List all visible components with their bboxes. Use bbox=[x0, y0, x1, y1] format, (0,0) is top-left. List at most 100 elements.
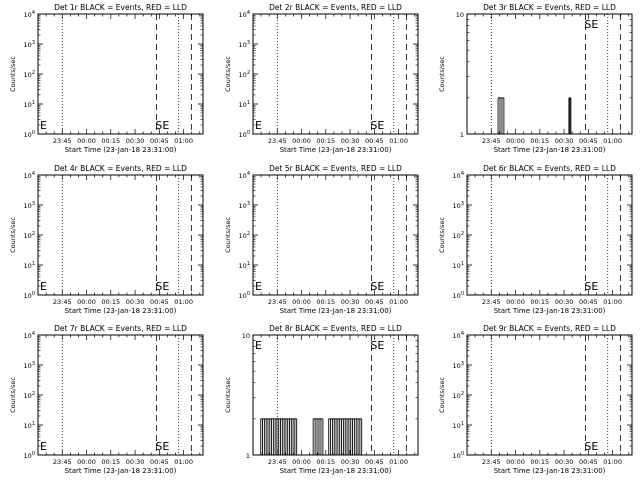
y-tick-label: 102 bbox=[24, 391, 35, 400]
x-tick-label: 23:45 bbox=[482, 458, 501, 466]
e-marker: E bbox=[377, 119, 384, 132]
plot-frame bbox=[37, 334, 204, 456]
x-tick-label: 23:45 bbox=[53, 298, 72, 306]
y-axis-label: Counts/sec bbox=[9, 377, 17, 413]
x-tick-label: 00:15 bbox=[101, 298, 120, 306]
e-marker-left: E bbox=[40, 119, 47, 132]
x-tick-label: 01:00 bbox=[389, 298, 408, 306]
s-marker: S bbox=[370, 119, 377, 132]
x-tick-label: 00:00 bbox=[77, 298, 96, 306]
panel-title: Det 9r BLACK = Events, RED = LLD bbox=[483, 324, 616, 333]
panel-7: Det 7r BLACK = Events, RED = LLD 100 101 10… bbox=[9, 324, 204, 475]
y-tick-label: 10 bbox=[456, 11, 464, 19]
x-tick-label: 01:00 bbox=[603, 298, 622, 306]
y-axis-label: Counts/sec bbox=[224, 217, 232, 253]
y-tick-label: 100 bbox=[239, 130, 250, 139]
plot-frame bbox=[252, 13, 419, 135]
x-tick-label: 00:15 bbox=[101, 137, 120, 145]
y-tick-label: 102 bbox=[239, 70, 250, 79]
e-marker: E bbox=[162, 440, 169, 453]
x-tick-label: 23:45 bbox=[268, 137, 287, 145]
e-marker-left: E bbox=[255, 119, 262, 132]
e-marker: E bbox=[591, 280, 598, 293]
panel-title: Det 8r BLACK = Events, RED = LLD bbox=[269, 324, 402, 333]
x-tick-label: 00:30 bbox=[126, 298, 145, 306]
y-tick-label: 100 bbox=[453, 451, 464, 460]
s-marker: S bbox=[155, 440, 162, 453]
x-tick-label: 00:30 bbox=[341, 458, 360, 466]
x-tick-label: 00:00 bbox=[506, 458, 525, 466]
y-tick-label: 101 bbox=[24, 261, 35, 270]
x-axis-label: Start Time (23-Jan-18 23:31:00) bbox=[280, 307, 392, 315]
y-tick-label: 10 bbox=[242, 332, 250, 340]
x-axis-label: Start Time (23-Jan-18 23:31:00) bbox=[65, 146, 177, 154]
panel-3: Det 3r BLACK = Events, RED = LLD 1 10 Count… bbox=[438, 3, 633, 154]
x-tick-label: 01:00 bbox=[389, 458, 408, 466]
x-tick-label: 23:45 bbox=[482, 137, 501, 145]
x-tick-label: 23:45 bbox=[482, 298, 501, 306]
plot-frame bbox=[466, 334, 633, 456]
y-tick-label: 104 bbox=[24, 331, 35, 340]
x-tick-label: 00:00 bbox=[292, 298, 311, 306]
x-tick-label: 23:45 bbox=[53, 458, 72, 466]
e-marker-left: E bbox=[255, 280, 262, 293]
y-tick-label: 101 bbox=[24, 100, 35, 109]
y-tick-label: 103 bbox=[24, 40, 35, 49]
y-axis-label: Counts/sec bbox=[438, 377, 446, 413]
e-marker-left: E bbox=[40, 440, 47, 453]
y-tick-label: 104 bbox=[24, 171, 35, 180]
x-tick-label: 01:00 bbox=[174, 298, 193, 306]
panel-title: Det 4r BLACK = Events, RED = LLD bbox=[54, 164, 187, 173]
y-tick-label: 1 bbox=[460, 131, 464, 139]
y-tick-label: 104 bbox=[453, 171, 464, 180]
e-marker: E bbox=[377, 280, 384, 293]
y-tick-label: 102 bbox=[453, 391, 464, 400]
s-marker: S bbox=[584, 18, 591, 31]
e-marker: E bbox=[162, 280, 169, 293]
panel-5: Det 5r BLACK = Events, RED = LLD 100 101 10… bbox=[224, 164, 419, 315]
x-tick-label: 01:00 bbox=[174, 137, 193, 145]
e-marker: E bbox=[591, 18, 598, 31]
y-tick-label: 102 bbox=[24, 70, 35, 79]
y-tick-label: 101 bbox=[453, 261, 464, 270]
x-tick-label: 23:45 bbox=[53, 137, 72, 145]
y-axis-label: Counts/sec bbox=[9, 217, 17, 253]
x-tick-label: 00:15 bbox=[101, 458, 120, 466]
x-tick-label: 00:15 bbox=[316, 137, 335, 145]
x-tick-label: 00:45 bbox=[579, 298, 598, 306]
y-tick-label: 103 bbox=[239, 201, 250, 210]
panel-title: Det 6r BLACK = Events, RED = LLD bbox=[483, 164, 616, 173]
y-tick-label: 100 bbox=[24, 130, 35, 139]
x-tick-label: 00:30 bbox=[341, 298, 360, 306]
panel-title: Det 1r BLACK = Events, RED = LLD bbox=[54, 3, 187, 12]
x-axis-label: Start Time (23-Jan-18 23:31:00) bbox=[65, 307, 177, 315]
x-tick-label: 00:45 bbox=[150, 298, 169, 306]
panel-title: Det 7r BLACK = Events, RED = LLD bbox=[54, 324, 187, 333]
y-axis-label: Counts/sec bbox=[438, 56, 446, 92]
x-tick-label: 23:45 bbox=[268, 298, 287, 306]
x-axis-label: Start Time (23-Jan-18 23:31:00) bbox=[494, 307, 606, 315]
y-tick-label: 103 bbox=[24, 361, 35, 370]
panel-2: Det 2r BLACK = Events, RED = LLD 100 101 10… bbox=[224, 3, 419, 154]
x-tick-label: 00:15 bbox=[530, 458, 549, 466]
x-axis-label: Start Time (23-Jan-18 23:31:00) bbox=[65, 467, 177, 475]
x-tick-label: 00:30 bbox=[555, 137, 574, 145]
x-tick-label: 23:45 bbox=[268, 458, 287, 466]
s-marker: S bbox=[584, 280, 591, 293]
panel-4: Det 4r BLACK = Events, RED = LLD 100 101 10… bbox=[9, 164, 204, 315]
y-axis-label: Counts/sec bbox=[438, 217, 446, 253]
x-axis-label: Start Time (23-Jan-18 23:31:00) bbox=[280, 146, 392, 154]
panel-1: Det 1r BLACK = Events, RED = LLD 100 101 10… bbox=[9, 3, 204, 154]
x-tick-label: 00:00 bbox=[506, 298, 525, 306]
y-tick-label: 102 bbox=[24, 231, 35, 240]
e-marker-left: E bbox=[255, 339, 262, 352]
x-tick-label: 01:00 bbox=[174, 458, 193, 466]
x-tick-label: 00:15 bbox=[316, 298, 335, 306]
x-axis-label: Start Time (23-Jan-18 23:31:00) bbox=[280, 467, 392, 475]
x-tick-label: 00:45 bbox=[365, 298, 384, 306]
plot-frame bbox=[466, 13, 633, 135]
x-tick-label: 00:00 bbox=[506, 137, 525, 145]
y-tick-label: 101 bbox=[453, 421, 464, 430]
s-marker: S bbox=[584, 440, 591, 453]
x-tick-label: 00:45 bbox=[150, 137, 169, 145]
